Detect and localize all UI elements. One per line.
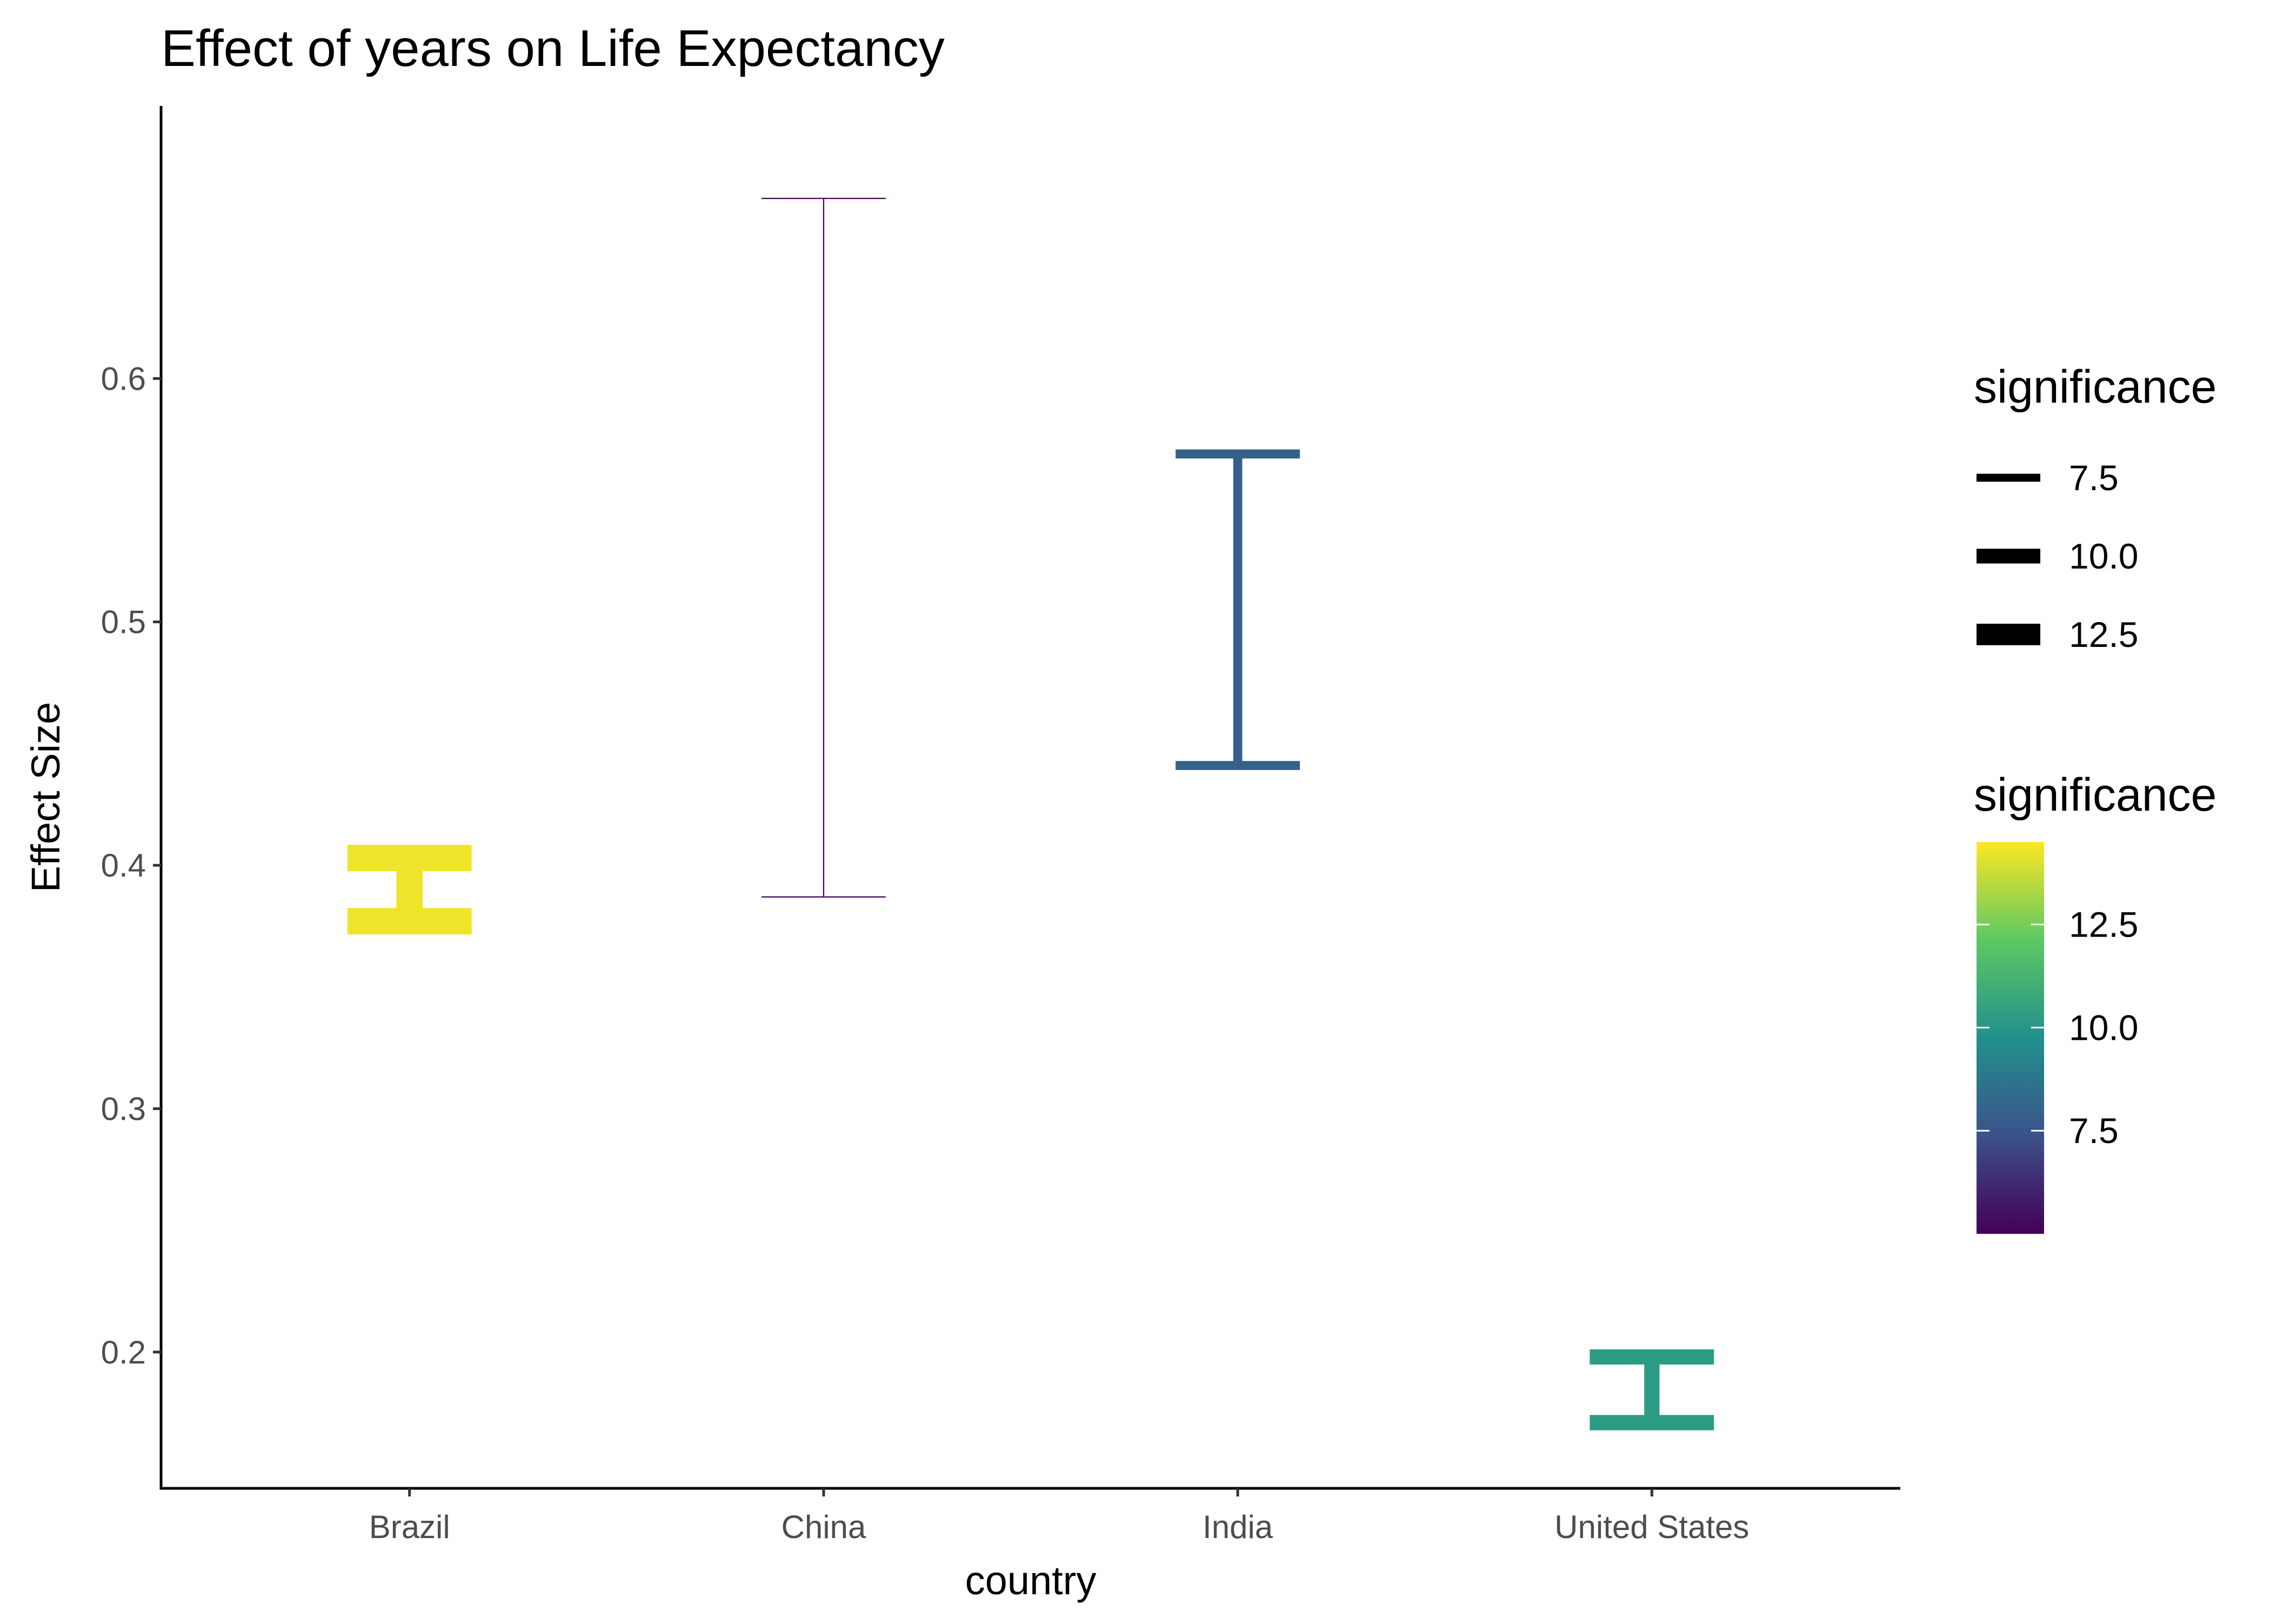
x-tick-label: Brazil [369, 1509, 450, 1545]
errorbar-china [761, 198, 886, 898]
size-legend-label: 12.5 [2069, 614, 2138, 654]
colorbar [1977, 842, 2044, 1234]
x-tick-label: United States [1554, 1509, 1749, 1545]
y-axis-title: Effect Size [23, 702, 68, 892]
y-tick-label: 0.5 [101, 604, 146, 640]
size-legend-label: 7.5 [2069, 458, 2119, 498]
colorbar-label: 7.5 [2069, 1111, 2119, 1151]
x-tick-label: China [782, 1509, 866, 1545]
y-tick-label: 0.3 [101, 1091, 146, 1127]
y-tick-label: 0.2 [101, 1334, 146, 1371]
plot-panel [347, 198, 1714, 1431]
chart-title: Effect of years on Life Expectancy [161, 19, 945, 77]
colorbar-label: 10.0 [2069, 1007, 2138, 1047]
errorbar-india [1176, 449, 1300, 770]
y-axis-ticks: 0.2 0.3 0.4 0.5 0.6 [101, 360, 161, 1371]
color-legend: significance 12.5 10.0 7.5 [1974, 769, 2216, 1234]
y-tick-label: 0.4 [101, 847, 146, 884]
x-axis-ticks: Brazil China India United States [369, 1488, 1749, 1545]
errorbar-brazil [347, 845, 472, 935]
size-legend: significance 7.5 10.0 12.5 [1974, 361, 2216, 654]
color-legend-title: significance [1974, 769, 2216, 821]
size-legend-label: 10.0 [2069, 536, 2138, 576]
colorbar-label: 12.5 [2069, 905, 2138, 945]
x-tick-label: India [1203, 1509, 1273, 1545]
y-tick-label: 0.6 [101, 360, 146, 397]
size-legend-title: significance [1974, 361, 2216, 413]
errorbar-united-states [1590, 1349, 1714, 1431]
x-axis-title: country [965, 1558, 1097, 1603]
